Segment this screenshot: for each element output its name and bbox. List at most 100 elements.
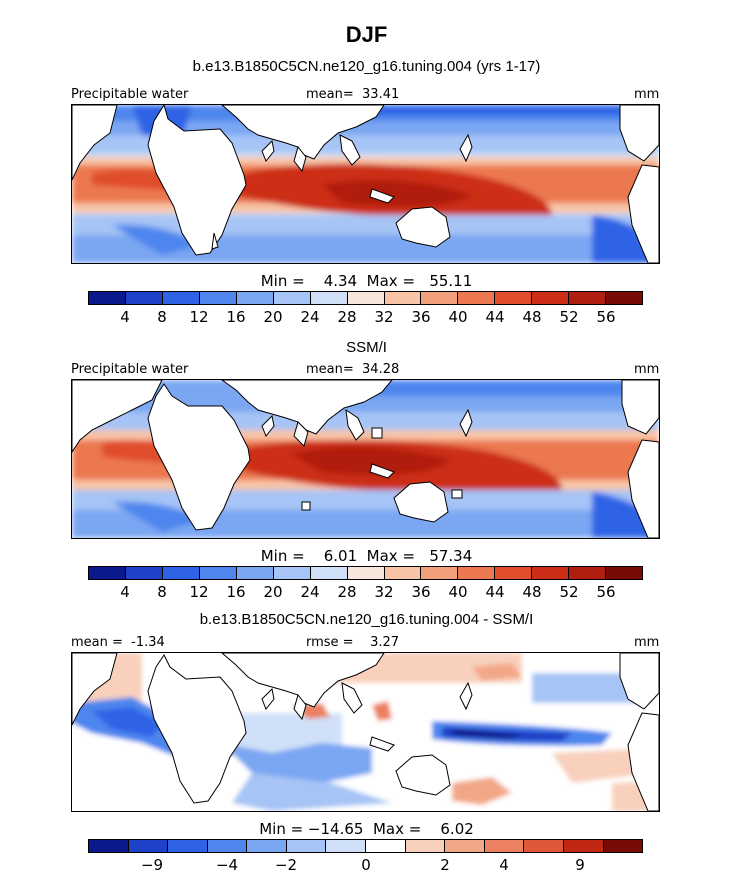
panel-1-tick: 36: [411, 308, 431, 326]
colorbar-cell: [563, 840, 604, 852]
panel-3-tick: −9: [140, 856, 164, 874]
panel-1-tick: 12: [189, 308, 209, 326]
panel-2-tick: 40: [448, 583, 468, 601]
panel-1-title: b.e13.B1850C5CN.ne120_g16.tuning.004 (yr…: [192, 58, 541, 75]
colorbar-cell: [421, 567, 459, 579]
panel-1-tick: 16: [226, 308, 246, 326]
colorbar-cell: [569, 292, 607, 304]
panel-3-tick: 0: [361, 856, 371, 874]
colorbar-cell: [286, 840, 327, 852]
continents: [72, 653, 659, 811]
colorbar-cell: [495, 567, 533, 579]
colorbar-cell: [89, 567, 126, 579]
panel-1-tick: 28: [337, 308, 357, 326]
panel-1-units-label: mm: [634, 87, 660, 102]
colorbar-cell: [532, 292, 570, 304]
panel-2-tick: 8: [157, 583, 167, 601]
colorbar-cell: [162, 292, 200, 304]
colorbar-cell: [366, 840, 406, 852]
panel-2-map: [71, 379, 660, 539]
colorbar-cell: [603, 840, 643, 852]
panel-3-tick: 4: [499, 856, 509, 874]
panel-1-map: [71, 104, 660, 264]
colorbar-cell: [347, 292, 385, 304]
panel-1-min-max: Min = 4.34 Max = 55.11: [260, 272, 473, 290]
panel-1-tick: 48: [522, 308, 542, 326]
continents: [72, 105, 659, 263]
panel-2-min-max: Min = 6.01 Max = 57.34: [260, 547, 473, 565]
colorbar-cell: [495, 292, 533, 304]
panel-2-tick: 44: [485, 583, 505, 601]
colorbar-cell: [405, 840, 446, 852]
colorbar-cell: [89, 292, 126, 304]
panel-2-tick: 48: [522, 583, 542, 601]
panel-3-tick: −4: [215, 856, 239, 874]
panel-3-units-label: mm: [634, 635, 660, 650]
colorbar-cell: [484, 840, 525, 852]
panel-2-tick: 4: [120, 583, 130, 601]
panel-1-mean-label: mean= 33.41: [306, 87, 400, 102]
figure-title: DJF: [345, 22, 388, 47]
colorbar-cell: [236, 567, 274, 579]
panel-3-colorbar: [88, 839, 643, 853]
colorbar-cell: [247, 840, 287, 852]
panel-3-mean-label: mean = -1.34: [71, 635, 165, 650]
panel-1-tick: 8: [157, 308, 167, 326]
colorbar-cell: [236, 292, 274, 304]
colorbar-cell: [384, 292, 422, 304]
panel-3-title: b.e13.B1850C5CN.ne120_g16.tuning.004 - S…: [199, 611, 534, 628]
colorbar-cell: [569, 567, 607, 579]
panel-2-tick: 32: [374, 583, 394, 601]
panel-1-tick: 40: [448, 308, 468, 326]
panel-1-tick: 24: [300, 308, 320, 326]
panel-2-tick: 20: [263, 583, 283, 601]
panel-1-tick: 32: [374, 308, 394, 326]
colorbar-cell: [532, 567, 570, 579]
colorbar-cell: [273, 567, 311, 579]
panel-1-tick: 56: [596, 308, 616, 326]
colorbar-cell: [326, 840, 367, 852]
panel-3-tick: 9: [575, 856, 585, 874]
colorbar-cell: [273, 292, 311, 304]
panel-3-map: [71, 652, 660, 812]
colorbar-cell: [606, 567, 643, 579]
continents: [72, 380, 659, 538]
panel-3-tick: −2: [274, 856, 298, 874]
colorbar-cell: [524, 840, 564, 852]
colorbar-cell: [310, 567, 348, 579]
panel-2-tick: 16: [226, 583, 246, 601]
panel-2-colorbar: [88, 566, 643, 580]
colorbar-cell: [89, 840, 129, 852]
colorbar-cell: [458, 292, 496, 304]
panel-2-tick: 24: [300, 583, 320, 601]
colorbar-cell: [128, 840, 169, 852]
panel-2-mean-label: mean= 34.28: [306, 362, 400, 377]
panel-3-min-max: Min = −14.65 Max = 6.02: [259, 820, 474, 838]
panel-2-tick: 28: [337, 583, 357, 601]
panel-2-title: SSM/I: [346, 339, 387, 356]
colorbar-cell: [421, 292, 459, 304]
panel-3-rmse-label: rmse = 3.27: [306, 635, 400, 650]
panel-2-tick: 52: [559, 583, 579, 601]
panel-3-tick: 2: [440, 856, 450, 874]
colorbar-cell: [458, 567, 496, 579]
panel-1-tick: 44: [485, 308, 505, 326]
colorbar-cell: [125, 292, 163, 304]
panel-2-variable-label: Precipitable water: [71, 362, 189, 377]
panel-1-tick: 52: [559, 308, 579, 326]
panel-1-tick: 4: [120, 308, 130, 326]
panel-2-tick: 12: [189, 583, 209, 601]
colorbar-cell: [125, 567, 163, 579]
colorbar-cell: [162, 567, 200, 579]
colorbar-cell: [347, 567, 385, 579]
panel-1-colorbar: [88, 291, 643, 305]
colorbar-cell: [207, 840, 248, 852]
panel-2-units-label: mm: [634, 362, 660, 377]
colorbar-cell: [199, 567, 237, 579]
colorbar-cell: [445, 840, 485, 852]
panel-1-variable-label: Precipitable water: [71, 87, 189, 102]
colorbar-cell: [384, 567, 422, 579]
colorbar-cell: [310, 292, 348, 304]
colorbar-cell: [168, 840, 208, 852]
panel-1-tick: 20: [263, 308, 283, 326]
